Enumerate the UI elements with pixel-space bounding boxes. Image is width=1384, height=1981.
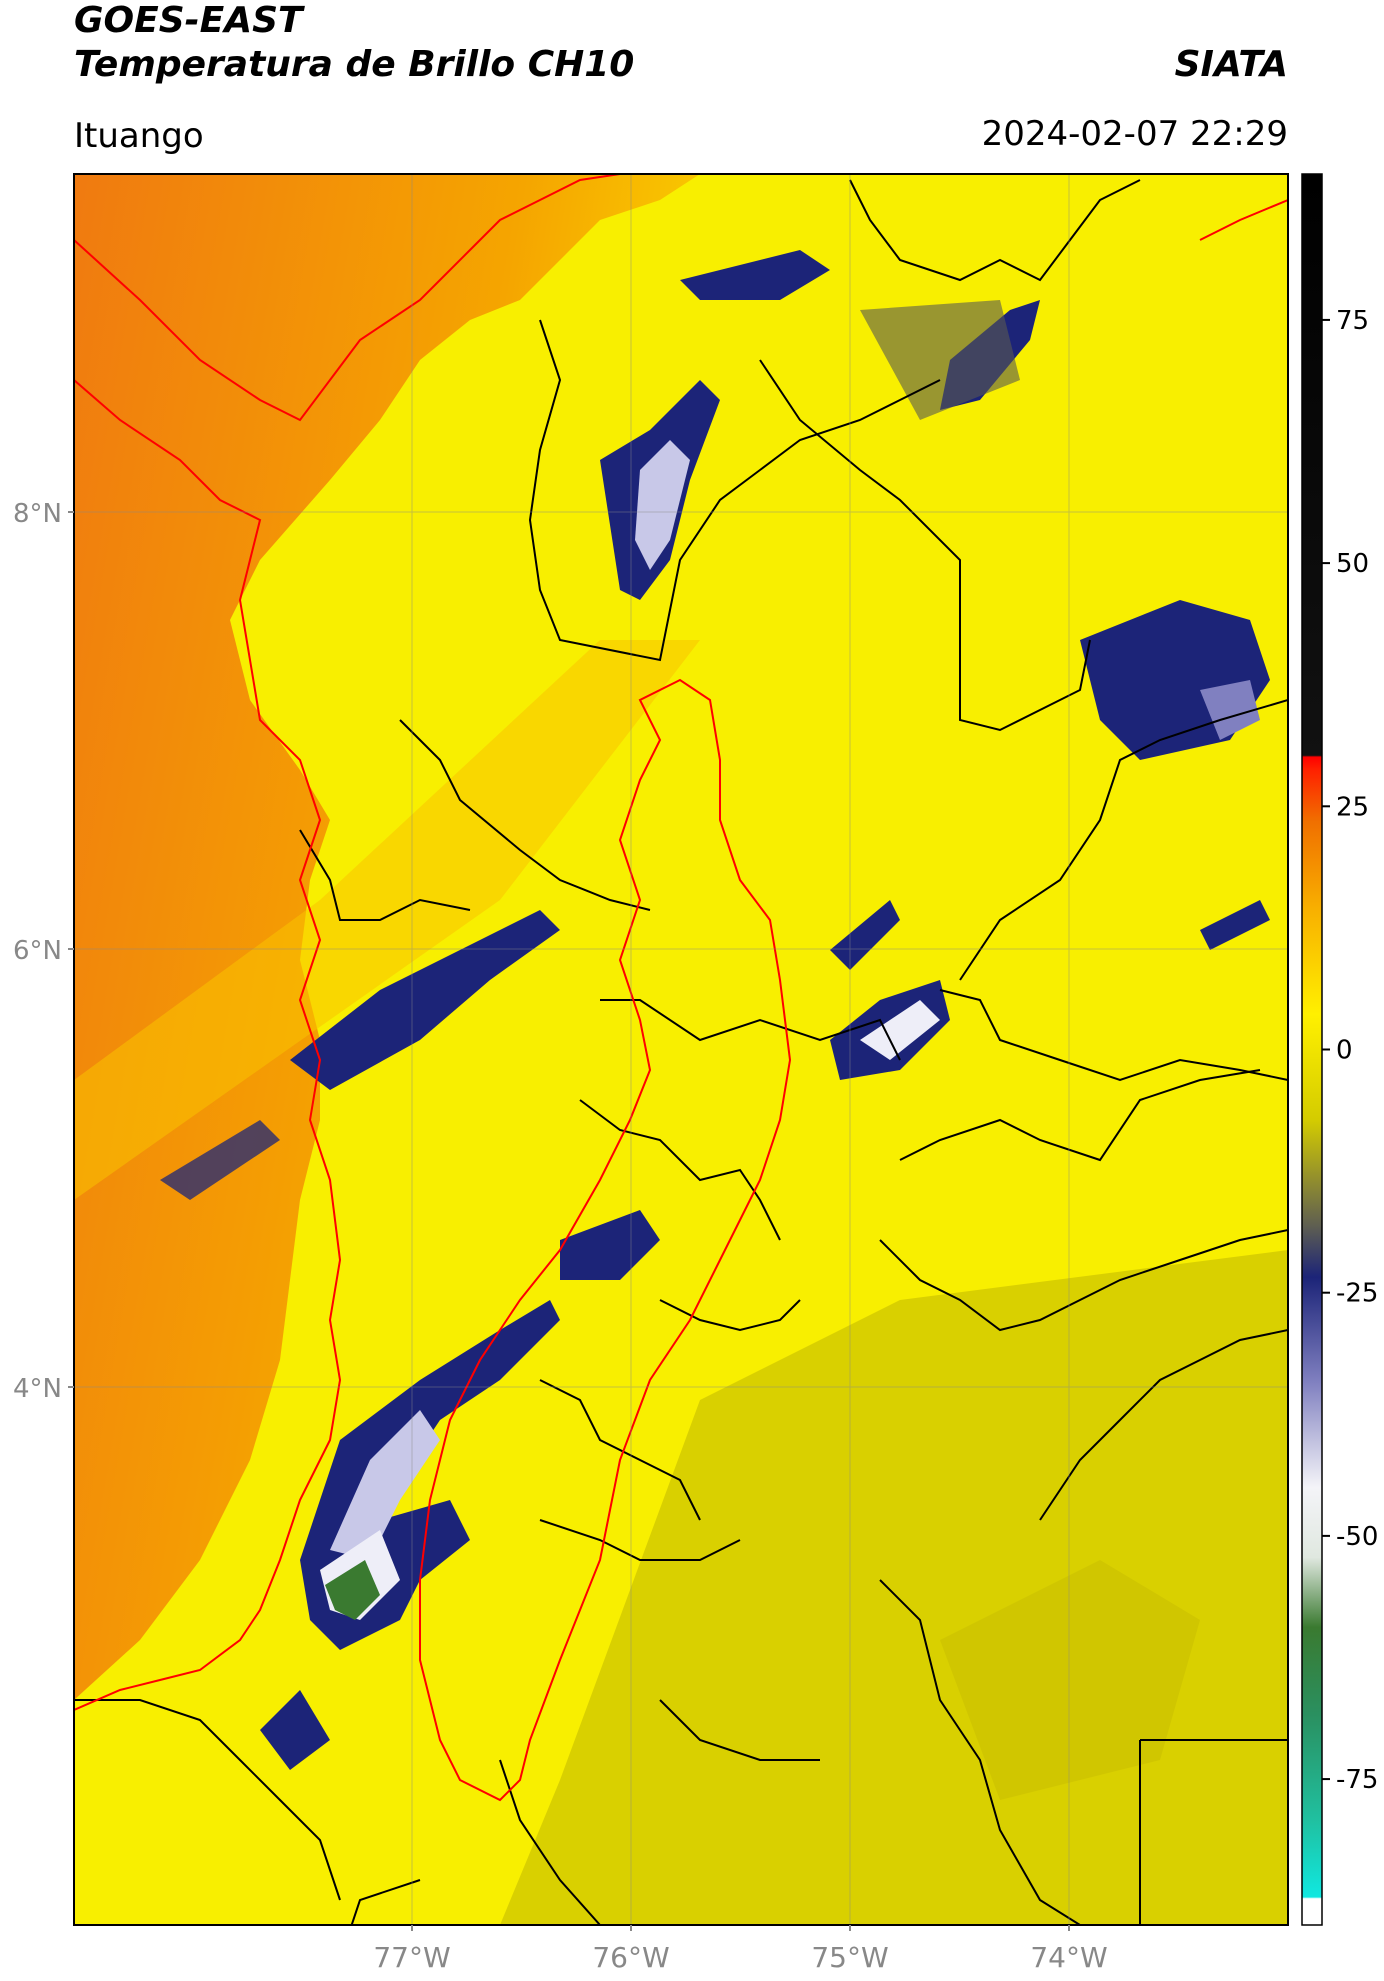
map-panel (74, 174, 1288, 1925)
colorbar-label: 25 (1336, 792, 1369, 822)
satellite-title: GOES-EAST (74, 0, 303, 41)
cloud-band-central (160, 900, 1270, 1200)
cloud-cluster-south (260, 1210, 660, 1770)
colorbar-gradient (1301, 173, 1323, 1926)
lon-label-76: 76°W (592, 1941, 669, 1974)
lon-label-74: 74°W (1030, 1941, 1107, 1974)
colorbar-label: -25 (1336, 1279, 1378, 1309)
lat-tick-4: 4°N (13, 1374, 74, 1404)
colorbar-label: -50 (1336, 1522, 1378, 1552)
lon-tick-76: 76°W (592, 1925, 670, 1974)
lat-tick-8: 8°N (13, 499, 74, 529)
lat-tick-6: 6°N (13, 936, 74, 966)
lon-label-77: 77°W (373, 1941, 450, 1974)
lon-tick-74: 74°W (1030, 1925, 1108, 1974)
colorbar-label: 50 (1336, 549, 1369, 579)
organization-label: SIATA (1174, 44, 1288, 85)
ocean-diagonal (74, 640, 700, 1200)
colorbar: 75 50 25 0 -25 -50 -75 (1301, 173, 1378, 1926)
lat-label-6: 6°N (13, 936, 62, 966)
admin-borders (74, 179, 1288, 1925)
location-label: Ituango (74, 116, 204, 156)
colorbar-label: 75 (1336, 306, 1369, 336)
colorbar-ticks: 75 50 25 0 -25 -50 -75 (1322, 306, 1378, 1795)
colorbar-label: -75 (1336, 1765, 1378, 1795)
map-frame (73, 173, 1289, 1926)
colorbar-label: 0 (1336, 1036, 1353, 1066)
product-title: Temperatura de Brillo CH10 (74, 44, 635, 85)
graticule (74, 174, 1288, 1925)
lat-label-4: 4°N (13, 1374, 62, 1404)
datetime-label: 2024-02-07 22:29 (981, 114, 1288, 154)
lon-tick-77: 77°W (373, 1925, 451, 1974)
lon-label-75: 75°W (811, 1941, 888, 1974)
cooler-patch (940, 1560, 1200, 1800)
lon-tick-75: 75°W (811, 1925, 889, 1974)
lat-label-8: 8°N (13, 499, 62, 529)
coastline-red (74, 174, 1288, 1802)
